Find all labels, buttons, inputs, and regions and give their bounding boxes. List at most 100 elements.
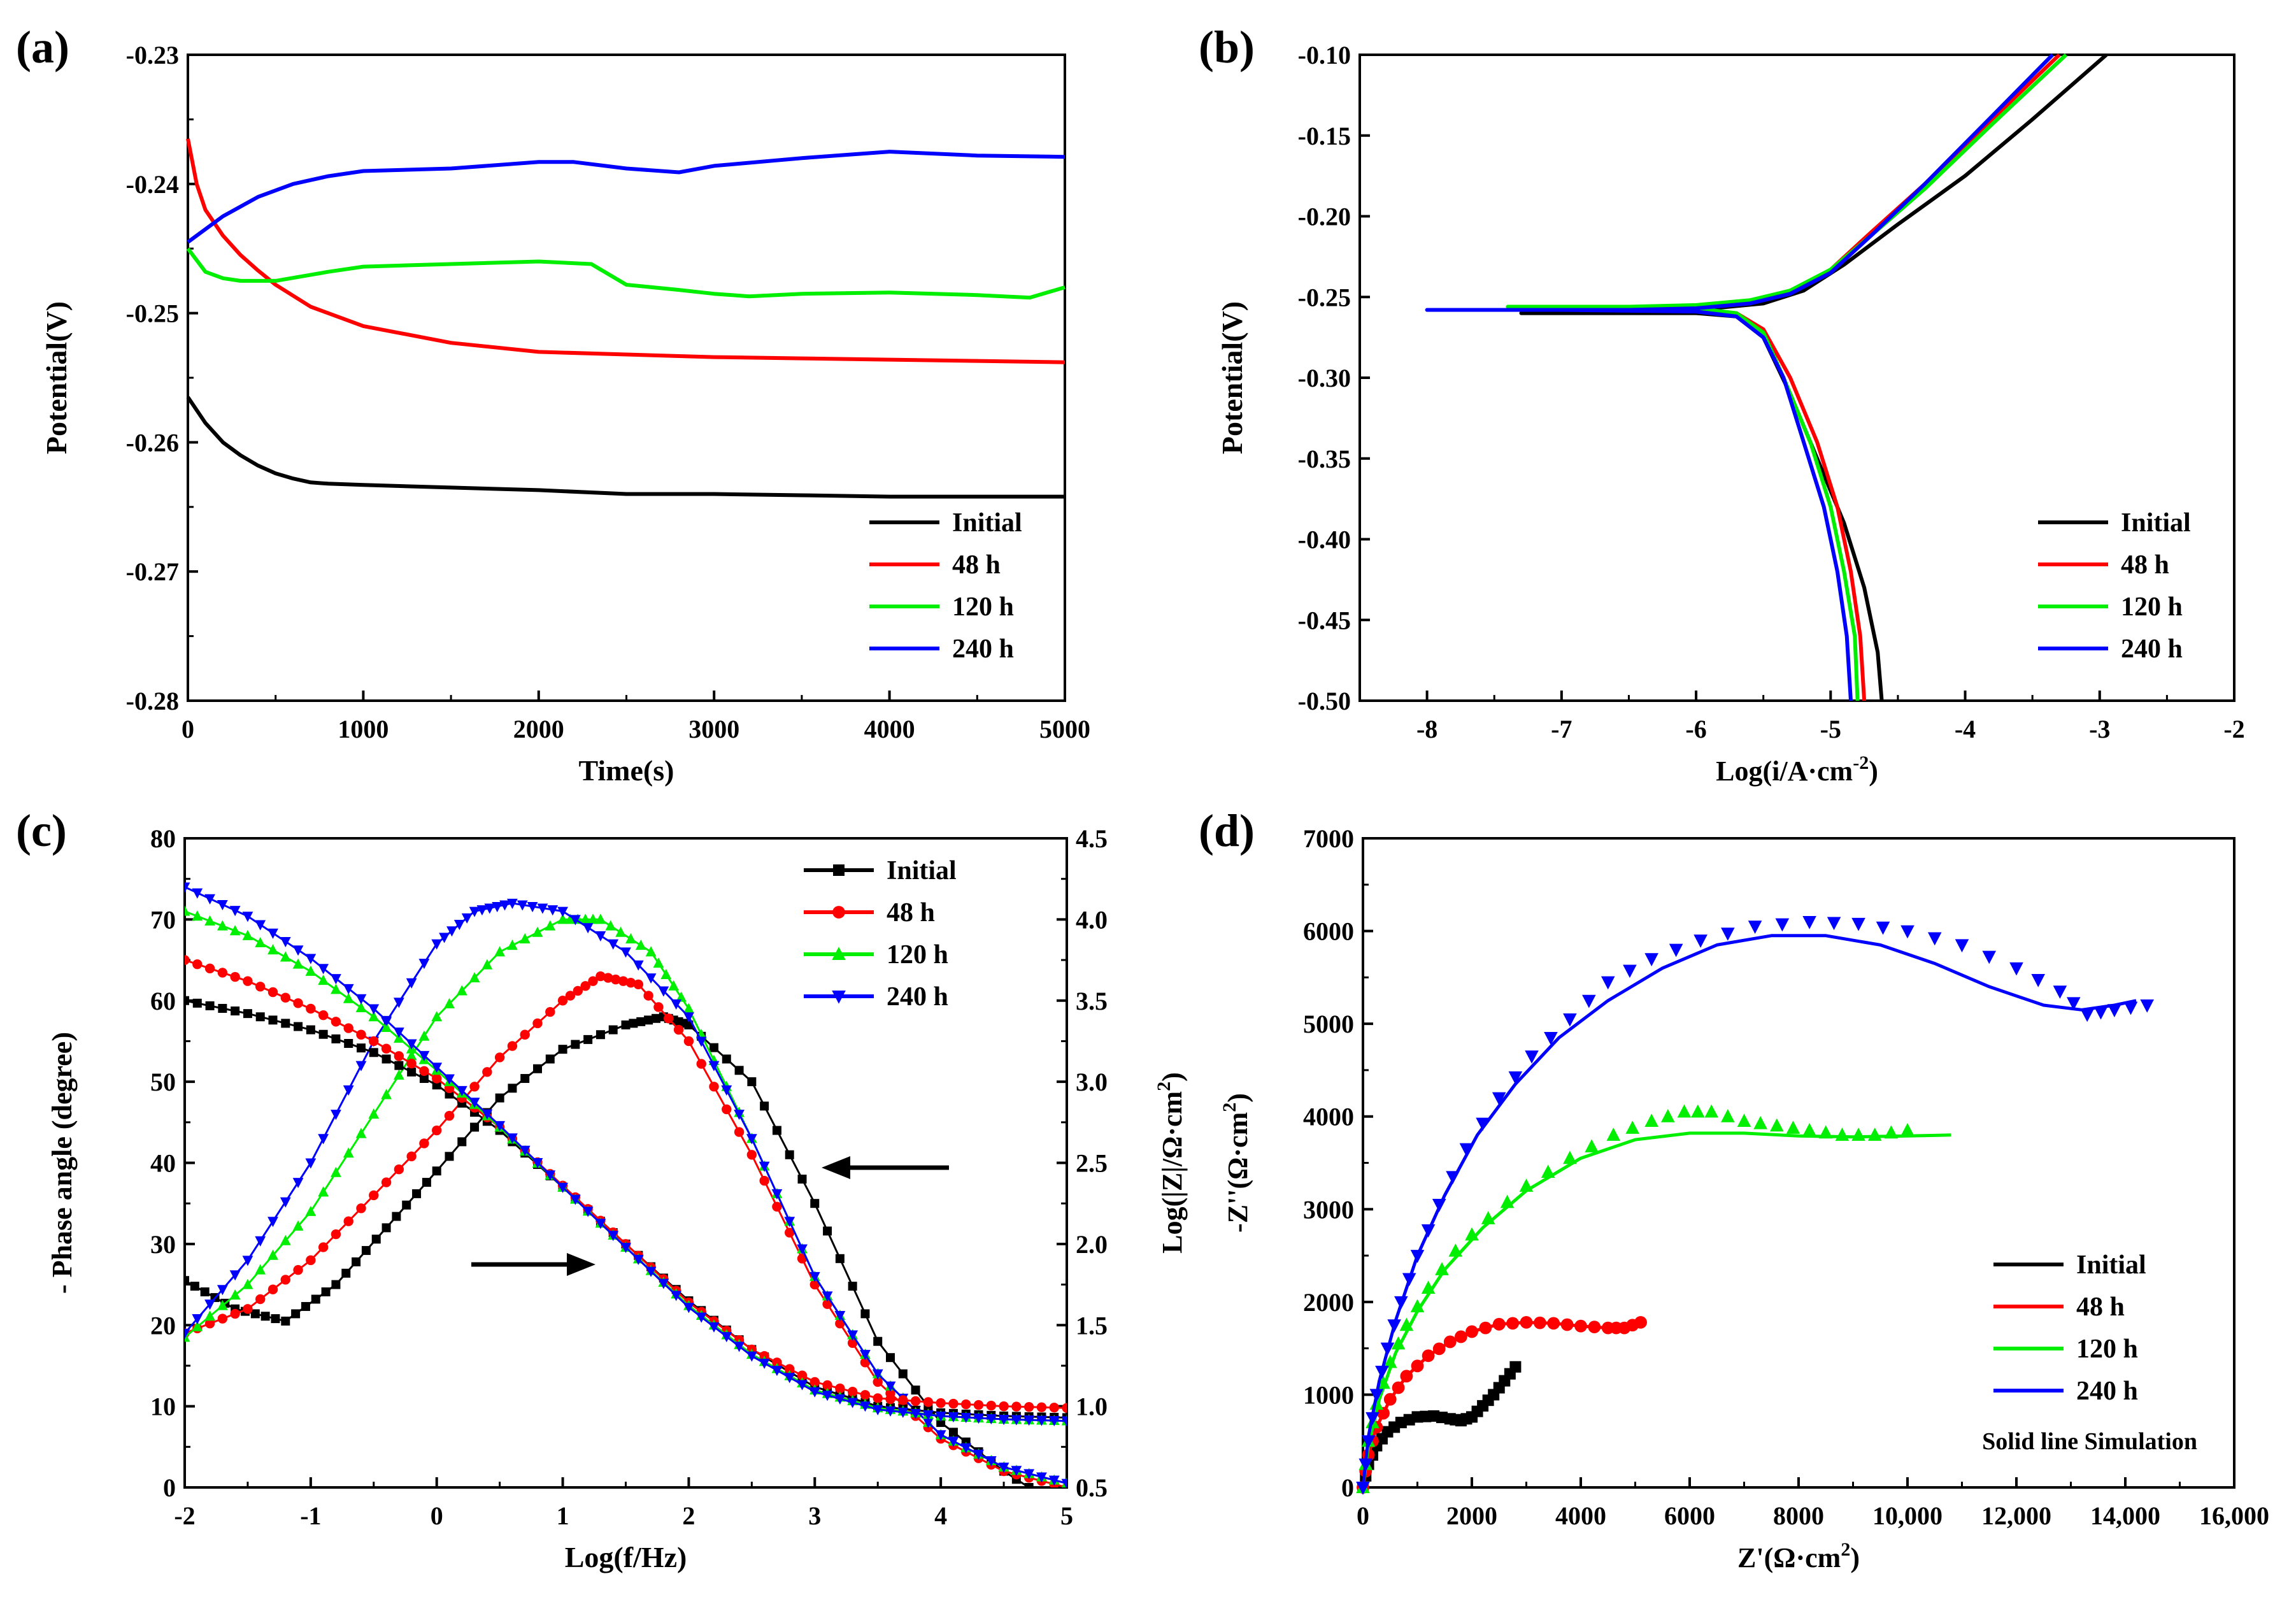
phase-point [352, 1257, 361, 1266]
impedance-point [771, 1366, 783, 1377]
phase-point [361, 1246, 371, 1256]
y-tick-label: 4000 [1303, 1103, 1354, 1131]
impedance-point [255, 920, 266, 931]
phase-point [242, 1256, 253, 1266]
y-tick-label: -0.35 [1298, 445, 1351, 473]
impedance-point [331, 974, 341, 985]
y-axis-label: Potential(V) [40, 301, 73, 454]
data-point-3 [2031, 973, 2045, 987]
phase-point [668, 980, 680, 991]
legend-marker-0 [833, 864, 845, 876]
legend-label-0: Initial [2121, 508, 2191, 538]
phase-point [318, 1186, 329, 1197]
impedance-point [343, 992, 354, 1003]
phase-point [484, 903, 496, 914]
phase-point [281, 1316, 290, 1326]
impedance-point [267, 987, 278, 998]
phase-point [1024, 1483, 1034, 1487]
phase-point [760, 1101, 769, 1111]
data-point-3 [2107, 1004, 2121, 1018]
impedance-point [1049, 1402, 1059, 1413]
phase-point [393, 998, 404, 1008]
data-point-1 [1588, 1321, 1601, 1334]
impedance-point [481, 1109, 493, 1120]
x-tick-label: 12,000 [1981, 1501, 2051, 1530]
phase-point [305, 1158, 317, 1169]
phase-point [822, 1291, 833, 1302]
x-tick-label: 5000 [1039, 715, 1090, 743]
phase-point [580, 913, 591, 924]
y-tick-label: 4.0 [1076, 905, 1108, 934]
data-point-1 [1533, 1316, 1546, 1329]
phase-point [772, 1126, 781, 1135]
data-point-3 [1358, 1458, 1373, 1472]
data-point-1 [1492, 1317, 1506, 1331]
phase-point [301, 1301, 310, 1311]
phase-point [746, 1150, 757, 1160]
impedance-point [772, 1357, 782, 1368]
impedance-point [935, 1411, 946, 1422]
x-tick-label: 6000 [1664, 1501, 1715, 1530]
y-tick-label: 7000 [1303, 824, 1354, 853]
legend-label-3: 240 h [887, 982, 948, 1012]
phase-point [618, 976, 629, 986]
phase-point [432, 1125, 442, 1136]
impedance-point [532, 1157, 543, 1169]
data-point-2 [1383, 1354, 1397, 1368]
impedance-point [406, 1039, 417, 1050]
impedance-point [305, 954, 317, 964]
impedance-point [595, 1219, 606, 1229]
phase-point [255, 1294, 266, 1305]
plot-area [185, 882, 1067, 1487]
y-tick-label: -0.27 [126, 557, 179, 586]
data-point-2 [1704, 1104, 1718, 1118]
impedance-point [721, 1332, 732, 1343]
phase-point [192, 1321, 203, 1331]
y-tick-label: -0.23 [126, 41, 179, 69]
x-tick-label: -6 [1685, 715, 1706, 743]
impedance-point [369, 1048, 378, 1057]
impedance-point [229, 925, 241, 936]
y-tick-label: -0.40 [1298, 526, 1351, 554]
impedance-point [973, 1400, 984, 1410]
phase-point [494, 946, 506, 957]
data-point-2 [1737, 1113, 1751, 1127]
phase-point [683, 1003, 694, 1013]
phase-point [537, 903, 548, 914]
phase-point [573, 985, 583, 996]
phase-point [369, 1190, 379, 1201]
data-point-2 [1691, 1104, 1705, 1118]
phase-point [565, 991, 576, 1001]
impedance-point [204, 963, 215, 974]
impedance-point [973, 1413, 984, 1424]
data-point-3 [1375, 1366, 1389, 1379]
phase-point [190, 1282, 199, 1291]
legend-label-3: 240 h [952, 634, 1014, 664]
phase-point [860, 1357, 871, 1368]
data-point-2 [1421, 1280, 1436, 1294]
impedance-point [369, 1036, 379, 1047]
impedance-point [494, 1121, 506, 1132]
impedance-point [229, 906, 241, 917]
data-point-2 [1884, 1125, 1899, 1139]
phase-point [355, 1128, 367, 1138]
impedance-point [620, 1242, 631, 1254]
x-tick-label: -5 [1820, 715, 1841, 743]
phase-point [331, 1110, 341, 1121]
phase-point [605, 920, 617, 931]
phase-point [432, 1166, 441, 1176]
y-tick-label: -0.25 [126, 299, 179, 328]
data-point-3 [1563, 1013, 1577, 1027]
data-point-2 [1585, 1139, 1599, 1153]
data-point-3 [1955, 939, 1969, 953]
impedance-point [734, 1342, 745, 1352]
phase-point [267, 1284, 278, 1294]
phase-point [583, 1035, 593, 1044]
impedance-point [431, 1063, 443, 1073]
phase-point [587, 913, 599, 924]
phase-point [683, 1012, 694, 1023]
x-tick-label: -4 [1955, 715, 1976, 743]
phase-point [898, 1369, 908, 1378]
phase-point [392, 1212, 401, 1221]
y-tick-label: 60 [150, 987, 176, 1015]
